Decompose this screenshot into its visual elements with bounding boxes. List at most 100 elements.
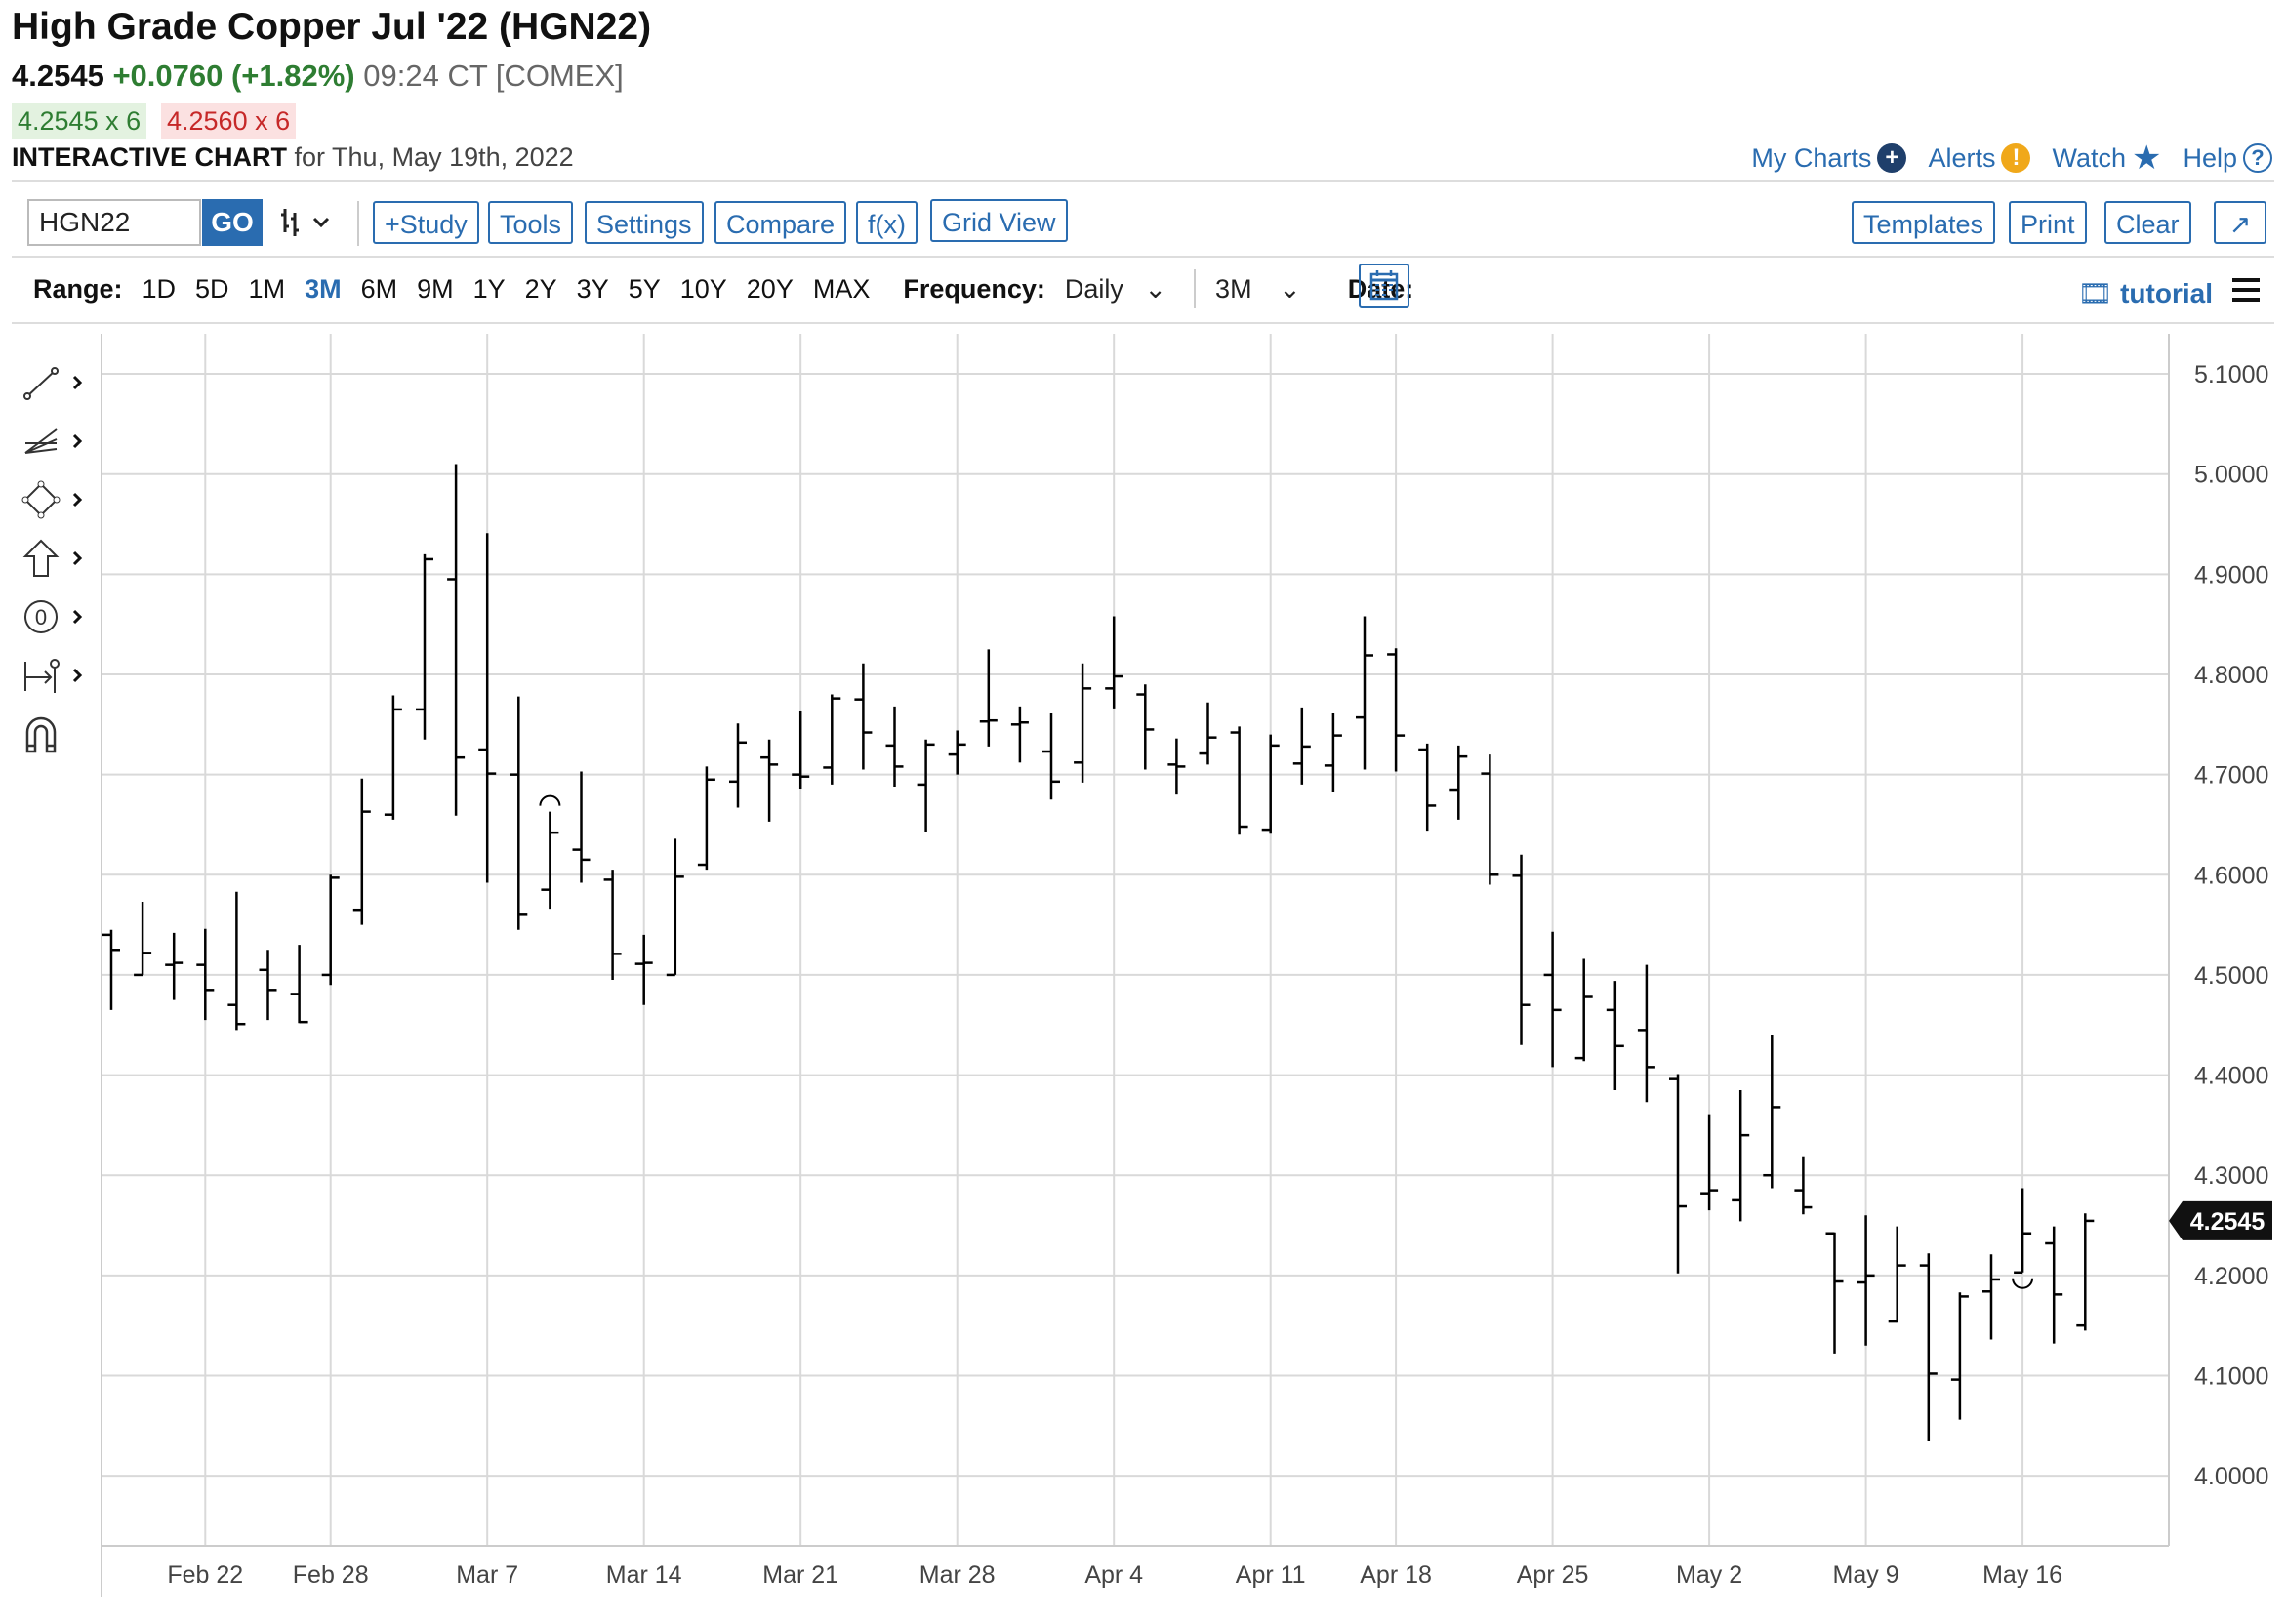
- ohlc-bar: [259, 950, 277, 1021]
- fibonacci-tool[interactable]: [20, 420, 88, 463]
- print-button[interactable]: Print: [2009, 201, 2087, 244]
- range-5y[interactable]: 5Y: [628, 273, 661, 304]
- ohlc-bar: [1481, 754, 1499, 885]
- y-tick-label: 4.1000: [2194, 1363, 2268, 1391]
- y-tick-label: 5.0000: [2194, 462, 2268, 489]
- tools-button[interactable]: Tools: [488, 201, 574, 244]
- last-price-tag: 4.2545: [2169, 1200, 2272, 1240]
- range-max[interactable]: MAX: [812, 273, 871, 304]
- ohlc-bar: [2014, 1188, 2032, 1275]
- x-tick-label: May 16: [1982, 1562, 2062, 1589]
- tutorial-link[interactable]: 🎞 tutorial: [2078, 277, 2213, 309]
- circle-zero-icon: 0: [24, 600, 83, 633]
- top-links: My Charts + Alerts ! Watch ★ Help ?: [1751, 139, 2272, 178]
- magnet-tool[interactable]: [20, 712, 88, 755]
- range-5d[interactable]: 5D: [195, 273, 229, 304]
- chart-label: INTERACTIVE CHART: [12, 142, 287, 172]
- go-button[interactable]: GO: [202, 199, 263, 246]
- x-tick-label: Apr 18: [1360, 1562, 1432, 1589]
- range-6m[interactable]: 6M: [360, 273, 398, 304]
- help-link[interactable]: Help ?: [2183, 143, 2272, 174]
- ohlc-bar: [917, 739, 935, 832]
- calendar-icon: [1369, 270, 1399, 301]
- range-9m[interactable]: 9M: [417, 273, 454, 304]
- x-tick-label: Feb 22: [167, 1562, 243, 1589]
- ohlc-bar: [1543, 931, 1562, 1068]
- expand-button[interactable]: ↗: [2214, 201, 2266, 244]
- clear-button[interactable]: Clear: [2104, 201, 2191, 244]
- extreme-markers: [539, 794, 2034, 1289]
- grid: [102, 334, 2169, 1546]
- y-axis: 5.1000 5.0000 4.9000 4.8000 4.7000 4.6000 4.50…: [2194, 361, 2268, 1490]
- ohlc-bar: [572, 771, 591, 883]
- y-tick-label: 4.2000: [2194, 1263, 2268, 1290]
- range-10y[interactable]: 10Y: [679, 273, 727, 304]
- symbol-input[interactable]: [27, 199, 201, 246]
- annotation-tool[interactable]: 0: [20, 595, 88, 638]
- shape-icon: [21, 480, 83, 519]
- interactive-chart-label: INTERACTIVE CHART for Thu, May 19th, 202…: [12, 142, 574, 173]
- svg-text:0: 0: [35, 605, 47, 629]
- range-1y[interactable]: 1Y: [472, 273, 506, 304]
- ohlc-bar: [1167, 738, 1186, 795]
- function-button[interactable]: f(x): [856, 201, 918, 244]
- alerts-link[interactable]: Alerts !: [1928, 143, 2031, 174]
- calendar-button[interactable]: [1359, 264, 1409, 308]
- ohlc-bar: [1418, 743, 1437, 832]
- ohlc-bar: [1136, 684, 1155, 770]
- ohlc-bar: [510, 696, 528, 930]
- ohlc-bar: [697, 766, 715, 871]
- page-title: High Grade Copper Jul '22 (HGN22): [12, 6, 652, 48]
- range-3m[interactable]: 3M: [305, 273, 342, 304]
- low-marker: [2012, 1278, 2034, 1289]
- frequency-select[interactable]: Daily ⌄: [1065, 274, 1166, 304]
- my-charts-link[interactable]: My Charts +: [1751, 143, 1907, 174]
- ohlc-bar: [1512, 854, 1531, 1045]
- ohlc-bar: [1042, 713, 1060, 800]
- period-select[interactable]: 3M ⌄: [1215, 274, 1301, 304]
- ohlc-bar: [1356, 616, 1373, 770]
- frequency-label: Frequency:: [903, 273, 1045, 304]
- ohlc-bar: [885, 706, 904, 787]
- ohlc-bar: [165, 932, 184, 1000]
- study-button[interactable]: +Study: [373, 201, 479, 244]
- ohlc-bar: [227, 891, 246, 1031]
- ohlc-bar: [1919, 1253, 1938, 1441]
- trendline-tool[interactable]: [20, 361, 88, 404]
- grid-view-button[interactable]: Grid View: [930, 199, 1068, 242]
- last-price-tag-shape: [2169, 1200, 2272, 1240]
- x-tick-label: Apr 25: [1517, 1562, 1589, 1589]
- x-tick-label: Mar 14: [606, 1562, 682, 1589]
- ohlc-bar: [134, 901, 152, 977]
- y-tick-label: 4.7000: [2194, 762, 2268, 790]
- ohlc-bar: [384, 695, 402, 820]
- x-tick-label: Apr 11: [1236, 1562, 1306, 1589]
- ohlc-bar: [1700, 1114, 1719, 1211]
- arrow-tool[interactable]: [20, 537, 88, 580]
- measure-tool[interactable]: [20, 654, 88, 697]
- compare-button[interactable]: Compare: [714, 201, 847, 244]
- watch-link[interactable]: Watch ★: [2052, 139, 2161, 178]
- ohlc-bar: [1606, 981, 1624, 1090]
- templates-button[interactable]: Templates: [1852, 201, 1996, 244]
- bid-badge: 4.2545 x 6: [12, 103, 147, 139]
- help-label: Help: [2183, 142, 2237, 173]
- range-1d[interactable]: 1D: [142, 273, 177, 304]
- ohlc-bar: [196, 928, 215, 1021]
- ohlc-bar: [321, 874, 340, 986]
- arrow-up-icon: [22, 539, 83, 577]
- range-20y[interactable]: 20Y: [746, 273, 794, 304]
- y-tick-label: 4.6000: [2194, 862, 2268, 889]
- range-3y[interactable]: 3Y: [576, 273, 609, 304]
- chart-type-dropdown[interactable]: [277, 203, 336, 242]
- ohlc-bar: [1292, 707, 1311, 785]
- hamburger-icon: [2232, 278, 2260, 302]
- range-2y[interactable]: 2Y: [524, 273, 557, 304]
- shapes-tool[interactable]: [20, 478, 88, 521]
- ohlc-bar: [1105, 616, 1123, 709]
- chevron-down-icon: ⌄: [1279, 273, 1301, 304]
- menu-button[interactable]: [2229, 273, 2263, 315]
- settings-button[interactable]: Settings: [585, 201, 704, 244]
- range-1m[interactable]: 1M: [248, 273, 286, 304]
